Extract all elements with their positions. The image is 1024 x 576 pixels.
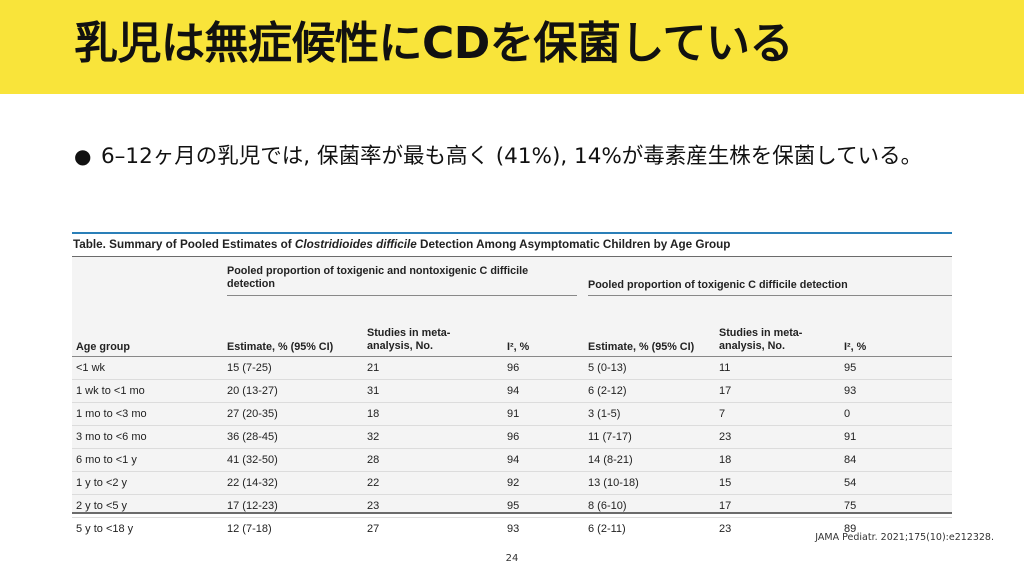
col-header-estimate-1: Estimate, % (95% CI) <box>227 341 334 353</box>
cell-studies-2: 23 <box>719 431 732 443</box>
table-row: <1 wk 15 (7-25) 21 96 5 (0-13) 11 95 <box>72 357 952 380</box>
cell-estimate-2: 11 (7-17) <box>588 431 632 443</box>
page-number: 24 <box>505 553 519 564</box>
cell-i2-2: 95 <box>844 362 857 374</box>
cell-i2-2: 93 <box>844 385 857 397</box>
cell-estimate-2: 5 (0-13) <box>588 362 627 374</box>
cell-age: 5 y to <18 y <box>76 523 134 535</box>
cell-i2-1: 96 <box>507 431 520 443</box>
cell-studies-1: 21 <box>367 362 380 374</box>
cell-i2-1: 94 <box>507 385 520 397</box>
cell-studies-1: 32 <box>367 431 380 443</box>
table-row: 1 y to <2 y 22 (14-32) 22 92 13 (10-18) 15 54 <box>72 472 952 495</box>
col-header-estimate-2: Estimate, % (95% CI) <box>588 341 695 353</box>
table-caption-organism: Clostridioides difficile <box>294 238 417 251</box>
cell-i2-1: 96 <box>507 362 520 374</box>
cell-studies-2: 23 <box>719 523 732 535</box>
cell-i2-2: 89 <box>844 523 857 535</box>
cell-estimate-2: 6 (2-11) <box>588 523 626 535</box>
table-caption-prefix: Table. Summary of Pooled Estimates of <box>73 238 295 251</box>
cell-studies-2: 18 <box>719 454 732 466</box>
table-row: 1 mo to <3 mo 27 (20-35) 18 91 3 (1-5) 7 0 <box>72 403 952 426</box>
table-row: 5 y to <18 y 12 (7-18) 27 93 6 (2-11) 23 89 <box>72 518 952 541</box>
group1-rule <box>227 295 577 296</box>
col-header-i2-2: I², % <box>844 341 867 353</box>
bullet-point: ● 6–12ヶ月の乳児では, 保菌率が最も高く (41%), 14%が毒素産生株… <box>74 140 954 173</box>
cell-studies-1: 22 <box>367 477 380 489</box>
cell-estimate-1: 27 (20-35) <box>227 408 278 420</box>
table-row: 3 mo to <6 mo 36 (28-45) 32 96 11 (7-17) 23 91 <box>72 426 952 449</box>
cell-studies-2: 17 <box>719 500 732 512</box>
cell-studies-2: 11 <box>719 362 731 374</box>
bullet-dot-icon: ● <box>74 144 92 168</box>
cell-estimate-1: 15 (7-25) <box>227 362 272 374</box>
cell-studies-2: 15 <box>719 477 732 489</box>
cell-age: 1 wk to <1 mo <box>76 385 145 397</box>
cell-estimate-1: 12 (7-18) <box>227 523 272 535</box>
cell-estimate-2: 6 (2-12) <box>588 385 627 397</box>
cell-estimate-1: 20 (13-27) <box>227 385 278 397</box>
table-caption-rule <box>72 256 952 257</box>
cell-studies-1: 27 <box>367 523 380 535</box>
cell-studies-1: 28 <box>367 454 380 466</box>
header-rule <box>72 356 952 357</box>
cell-i2-1: 94 <box>507 454 520 466</box>
cell-i2-2: 75 <box>844 500 857 512</box>
cell-age: 1 y to <2 y <box>76 477 128 489</box>
cell-estimate-2: 8 (6-10) <box>588 500 627 512</box>
cell-studies-2: 17 <box>719 385 732 397</box>
table-bottom-rule <box>72 512 952 514</box>
cell-i2-1: 92 <box>507 477 520 489</box>
group2-header: Pooled proportion of toxigenic C diffici… <box>588 279 848 291</box>
table-body: Pooled proportion of toxigenic and nonto… <box>72 257 952 535</box>
bullet-text: 6–12ヶ月の乳児では, 保菌率が最も高く (41%), 14%が毒素産生株を保… <box>101 144 923 169</box>
cell-studies-1: 23 <box>367 500 380 512</box>
col-header-i2-1: I², % <box>507 341 530 353</box>
cell-estimate-2: 14 (8-21) <box>588 454 633 466</box>
col-header-studies-1: Studies in meta-analysis, No. <box>367 327 451 352</box>
cell-i2-1: 91 <box>507 408 520 420</box>
cell-studies-1: 31 <box>367 385 380 397</box>
cell-estimate-1: 17 (12-23) <box>227 500 278 512</box>
col-header-age: Age group <box>76 341 130 353</box>
cell-i2-2: 84 <box>844 454 857 466</box>
table-caption-suffix: Detection Among Asymptomatic Children by… <box>416 238 731 251</box>
table-top-rule <box>72 232 952 234</box>
cell-age: 1 mo to <3 mo <box>76 408 147 420</box>
cell-estimate-1: 22 (14-32) <box>227 477 278 489</box>
cell-estimate-1: 41 (32-50) <box>227 454 278 466</box>
title-bar: 乳児は無症候性にCDを保菌している <box>0 0 1024 94</box>
cell-estimate-2: 13 (10-18) <box>588 477 639 489</box>
table-caption: Table. Summary of Pooled Estimates of Cl… <box>72 234 952 256</box>
group2-rule <box>588 295 952 296</box>
cell-estimate-1: 36 (28-45) <box>227 431 278 443</box>
table-row: 1 wk to <1 mo 20 (13-27) 31 94 6 (2-12) 17 93 <box>72 380 952 403</box>
table-row: 2 y to <5 y 17 (12-23) 23 95 8 (6-10) 17 75 <box>72 495 952 518</box>
citation: JAMA Pediatr. 2021;175(10):e212328. <box>815 532 994 543</box>
col-header-studies-2: Studies in meta-analysis, No. <box>719 327 803 352</box>
group1-header: Pooled proportion of toxigenic and nonto… <box>227 265 529 290</box>
cell-studies-1: 18 <box>367 408 380 420</box>
cell-i2-2: 54 <box>844 477 857 489</box>
summary-table: Table. Summary of Pooled Estimates of Cl… <box>72 232 952 535</box>
cell-i2-1: 93 <box>507 523 520 535</box>
cell-estimate-2: 3 (1-5) <box>588 408 621 420</box>
cell-age: <1 wk <box>76 362 106 374</box>
table-row: 6 mo to <1 y 41 (32-50) 28 94 14 (8-21) 18 84 <box>72 449 952 472</box>
cell-age: 3 mo to <6 mo <box>76 431 147 443</box>
slide-title: 乳児は無症候性にCDを保菌している <box>74 18 794 69</box>
cell-i2-2: 91 <box>844 431 857 443</box>
cell-i2-2: 0 <box>844 408 851 420</box>
cell-age: 2 y to <5 y <box>76 500 128 512</box>
cell-age: 6 mo to <1 y <box>76 454 137 466</box>
cell-studies-2: 7 <box>719 408 726 420</box>
cell-i2-1: 95 <box>507 500 520 512</box>
